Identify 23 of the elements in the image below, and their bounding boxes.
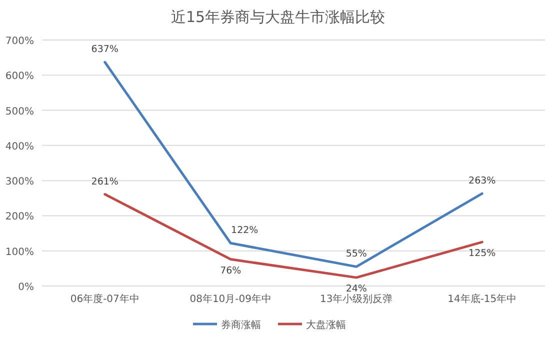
- x-tick-label: 08年10月-09年中: [190, 293, 272, 305]
- y-tick-label: 400%: [5, 141, 34, 152]
- legend-label: 券商涨幅: [221, 319, 261, 331]
- data-label: 24%: [346, 284, 367, 295]
- legend-label: 大盘涨幅: [306, 319, 346, 331]
- x-tick-label: 13年小级别反弹: [320, 293, 393, 305]
- chart-title: 近15年券商与大盘牛市涨幅比较: [170, 8, 386, 26]
- y-tick-label: 0%: [18, 282, 34, 293]
- data-label: 261%: [91, 176, 118, 188]
- data-label: 55%: [346, 248, 367, 260]
- x-tick-label: 06年度-07年中: [70, 293, 140, 305]
- data-label: 125%: [468, 248, 496, 260]
- y-tick-label: 700%: [5, 36, 34, 47]
- data-label: 263%: [468, 176, 496, 187]
- y-tick-label: 100%: [5, 246, 34, 258]
- data-label: 637%: [91, 44, 118, 56]
- y-tick-label: 500%: [5, 106, 34, 118]
- y-tick-label: 300%: [5, 176, 34, 188]
- data-label: 76%: [220, 265, 242, 276]
- data-label: 122%: [231, 225, 258, 236]
- y-tick-label: 600%: [5, 71, 34, 82]
- x-tick-label: 14年底-15年中: [448, 293, 517, 305]
- y-tick-label: 200%: [5, 212, 34, 223]
